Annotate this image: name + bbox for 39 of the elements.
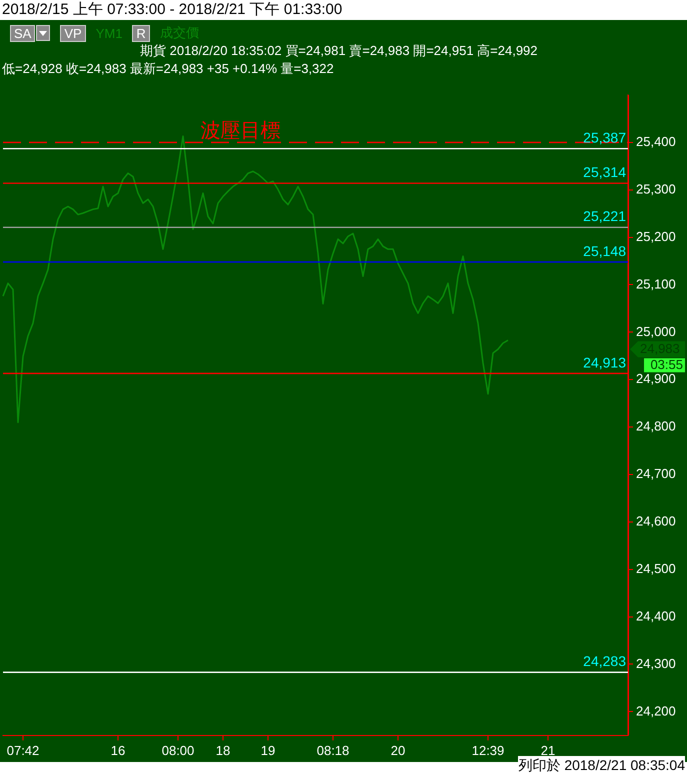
chart-title: 2018/2/15 上午 07:33:00 - 2018/2/21 下午 01:33:00 bbox=[1, 0, 344, 20]
x-tick-label: 20 bbox=[390, 742, 406, 758]
ref-line-label: 25,221 bbox=[583, 208, 626, 224]
y-tick-label: 24,300 bbox=[636, 656, 676, 671]
y-tick-label: 25,000 bbox=[636, 324, 676, 339]
ref-line-label: 波壓目標 bbox=[200, 120, 280, 142]
x-tick-label: 21 bbox=[540, 742, 556, 758]
text: 成交價 bbox=[160, 24, 199, 42]
text: 03:55 bbox=[650, 356, 683, 372]
x-tick-label: 12:39 bbox=[472, 742, 504, 758]
text: VP bbox=[60, 24, 86, 42]
y-tick-label: 24,900 bbox=[636, 371, 676, 386]
x-tick-label: 07:42 bbox=[6, 742, 40, 758]
ref-line-label: 25,314 bbox=[583, 164, 626, 180]
y-tick-label: 25,400 bbox=[636, 134, 676, 150]
text: 列印於 2018/2/21 08:35:04 bbox=[518, 756, 685, 774]
y-tick-label: 24,800 bbox=[636, 418, 676, 434]
y-tick-label: 24,200 bbox=[636, 703, 676, 718]
y-tick-label: 25,200 bbox=[636, 228, 676, 244]
y-tick-label: 24,400 bbox=[636, 608, 676, 624]
y-tick-label: 25,300 bbox=[636, 181, 676, 196]
y-tick-label: 25,100 bbox=[636, 276, 676, 292]
ref-line-label: 25,387 bbox=[583, 129, 626, 146]
x-tick-label: 19 bbox=[260, 742, 276, 758]
y-tick-label: 24,500 bbox=[636, 560, 676, 576]
ref-line-label: 24,913 bbox=[583, 354, 626, 370]
x-tick-label: 16 bbox=[110, 742, 126, 758]
y-tick-label: 24,700 bbox=[636, 466, 676, 482]
text: YM1 bbox=[96, 26, 122, 40]
y-tick-label: 24,600 bbox=[636, 514, 676, 529]
ref-line-label: 25,148 bbox=[583, 242, 626, 259]
x-tick-label: 08:18 bbox=[316, 742, 350, 758]
ref-line-label: 24,283 bbox=[583, 653, 626, 670]
text: SA bbox=[10, 24, 36, 42]
x-tick-label: 08:00 bbox=[162, 742, 194, 758]
text: 低=24,928 收=24,983 最新=24,983 +35 +0.14% 量=3,322 bbox=[2, 60, 334, 78]
x-tick-label: 18 bbox=[216, 742, 230, 758]
text: 期貨 2018/2/20 18:35:02 買=24,981 賣=24,983 開=24,951 高=24,992 bbox=[140, 42, 538, 60]
text: R bbox=[132, 24, 150, 42]
